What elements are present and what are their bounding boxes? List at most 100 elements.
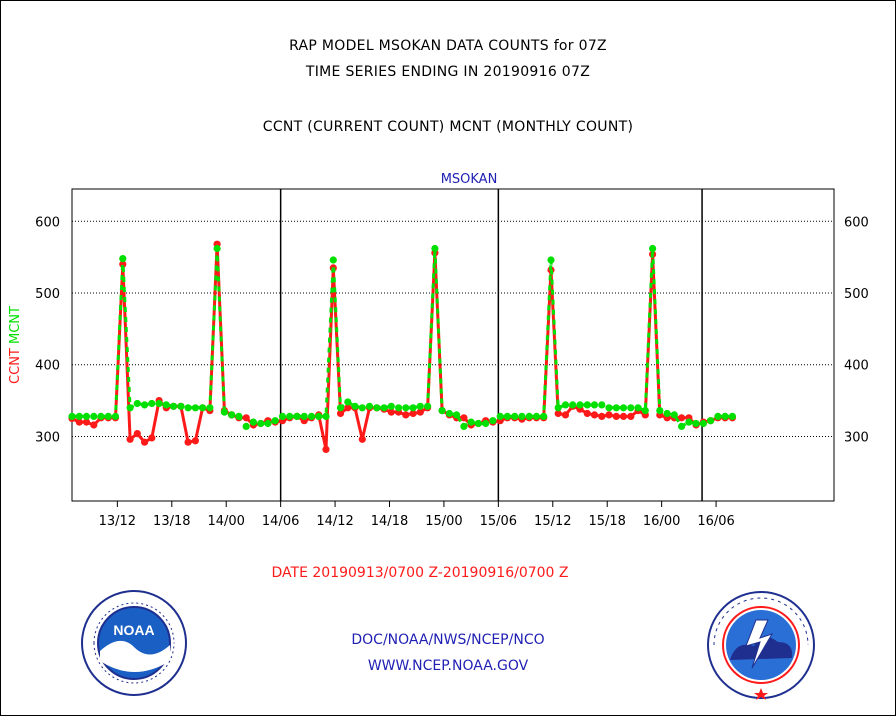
data-point-mcnt xyxy=(235,412,243,420)
data-point-mcnt xyxy=(474,419,482,428)
data-point-mcnt xyxy=(199,404,207,412)
data-point-mcnt xyxy=(257,419,265,428)
data-point-mcnt xyxy=(656,407,664,415)
data-point-mcnt xyxy=(228,411,236,419)
data-point-mcnt xyxy=(707,417,715,425)
data-point-ccnt xyxy=(90,421,98,429)
data-point-mcnt xyxy=(104,412,112,420)
data-point-mcnt xyxy=(699,419,708,428)
data-point-mcnt xyxy=(649,244,657,253)
data-point-mcnt xyxy=(692,419,700,428)
y-tick-label-right: 300 xyxy=(844,430,869,445)
data-point-mcnt xyxy=(685,418,693,426)
data-point-mcnt xyxy=(358,404,366,412)
data-point-mcnt xyxy=(540,412,548,420)
x-tick-label: 14/06 xyxy=(262,514,299,529)
data-point-ccnt xyxy=(460,414,468,422)
x-tick-label: 15/18 xyxy=(588,514,625,529)
data-point-ccnt xyxy=(612,412,620,420)
data-point-ccnt xyxy=(402,411,410,419)
data-point-mcnt xyxy=(177,402,185,410)
org-path-label: DOC/NOAA/NWS/NCEP/NCO xyxy=(351,632,545,648)
data-point-mcnt xyxy=(148,399,156,408)
data-point-mcnt xyxy=(90,412,98,420)
data-point-ccnt xyxy=(409,409,417,418)
date-range-label: DATE 20190913/0700 Z-20190916/0700 Z xyxy=(271,565,569,581)
x-tick-label: 15/12 xyxy=(534,514,571,529)
data-point-mcnt xyxy=(133,399,141,408)
x-tick-label: 16/00 xyxy=(643,514,680,529)
chart-title: MSOKAN xyxy=(441,172,498,187)
data-point-mcnt xyxy=(532,412,541,420)
data-point-mcnt xyxy=(322,412,330,420)
data-point-mcnt xyxy=(242,422,250,430)
data-point-mcnt xyxy=(431,244,439,253)
data-point-mcnt xyxy=(728,412,737,420)
data-point-ccnt xyxy=(344,404,352,412)
data-point-mcnt xyxy=(670,411,678,419)
data-point-mcnt xyxy=(82,412,91,420)
data-point-mcnt xyxy=(365,402,374,410)
data-point-mcnt xyxy=(424,402,432,410)
data-point-ccnt xyxy=(133,430,141,438)
data-point-mcnt xyxy=(293,412,301,420)
data-point-mcnt xyxy=(634,404,642,412)
data-point-ccnt xyxy=(75,418,83,426)
data-point-mcnt xyxy=(518,412,526,420)
data-point-mcnt xyxy=(206,404,214,412)
nws-logo xyxy=(707,591,815,700)
data-point-mcnt xyxy=(68,412,76,420)
x-tick-label: 13/18 xyxy=(153,514,190,529)
data-point-mcnt xyxy=(162,401,170,409)
data-point-mcnt xyxy=(453,411,461,419)
data-point-mcnt xyxy=(213,244,221,253)
y-axis-label: CCNT MCNT xyxy=(8,306,23,384)
data-point-ccnt xyxy=(126,435,134,443)
data-point-mcnt xyxy=(184,404,192,412)
data-point-mcnt xyxy=(663,409,671,418)
chart-subtitle: CCNT (CURRENT COUNT) MCNT (MONTHLY COUNT… xyxy=(262,119,634,135)
data-point-ccnt xyxy=(678,414,686,422)
data-point-ccnt xyxy=(561,411,570,419)
data-point-mcnt xyxy=(576,401,584,409)
data-point-ccnt xyxy=(598,412,606,420)
data-point-mcnt xyxy=(402,404,410,412)
data-point-mcnt xyxy=(300,412,308,420)
data-point-ccnt xyxy=(148,434,156,442)
data-point-ccnt xyxy=(416,408,424,416)
data-point-ccnt xyxy=(82,418,91,426)
data-point-mcnt xyxy=(569,401,577,409)
x-tick-label: 14/18 xyxy=(371,514,408,529)
data-point-mcnt xyxy=(489,417,497,425)
data-point-mcnt xyxy=(598,401,606,409)
y-tick-label-left: 300 xyxy=(35,430,60,445)
data-point-mcnt xyxy=(286,412,294,420)
data-point-ccnt xyxy=(619,412,628,420)
y-tick-label-right: 400 xyxy=(844,359,869,374)
data-point-mcnt xyxy=(351,402,359,410)
data-point-mcnt xyxy=(395,404,403,412)
title-line-1: RAP MODEL MSOKAN DATA COUNTS for 07Z xyxy=(289,38,607,54)
data-point-mcnt xyxy=(438,407,446,415)
data-point-ccnt xyxy=(387,408,395,416)
data-point-mcnt xyxy=(315,412,323,420)
data-point-ccnt xyxy=(627,412,635,420)
data-point-ccnt xyxy=(141,438,149,446)
plot-area xyxy=(71,188,835,502)
data-point-ccnt xyxy=(554,409,562,418)
data-point-mcnt xyxy=(111,412,120,420)
data-point-mcnt xyxy=(482,419,490,428)
data-point-mcnt xyxy=(191,404,199,412)
data-point-mcnt xyxy=(554,404,562,412)
data-point-mcnt xyxy=(525,412,533,420)
data-point-mcnt xyxy=(380,404,388,412)
data-point-mcnt xyxy=(307,412,316,420)
data-point-mcnt xyxy=(126,404,134,412)
data-point-mcnt xyxy=(387,402,395,410)
data-point-mcnt xyxy=(220,408,228,416)
data-point-ccnt xyxy=(358,435,366,443)
data-point-mcnt xyxy=(612,404,620,412)
y-tick-label-left: 500 xyxy=(35,287,60,302)
x-tick-label: 14/12 xyxy=(316,514,353,529)
